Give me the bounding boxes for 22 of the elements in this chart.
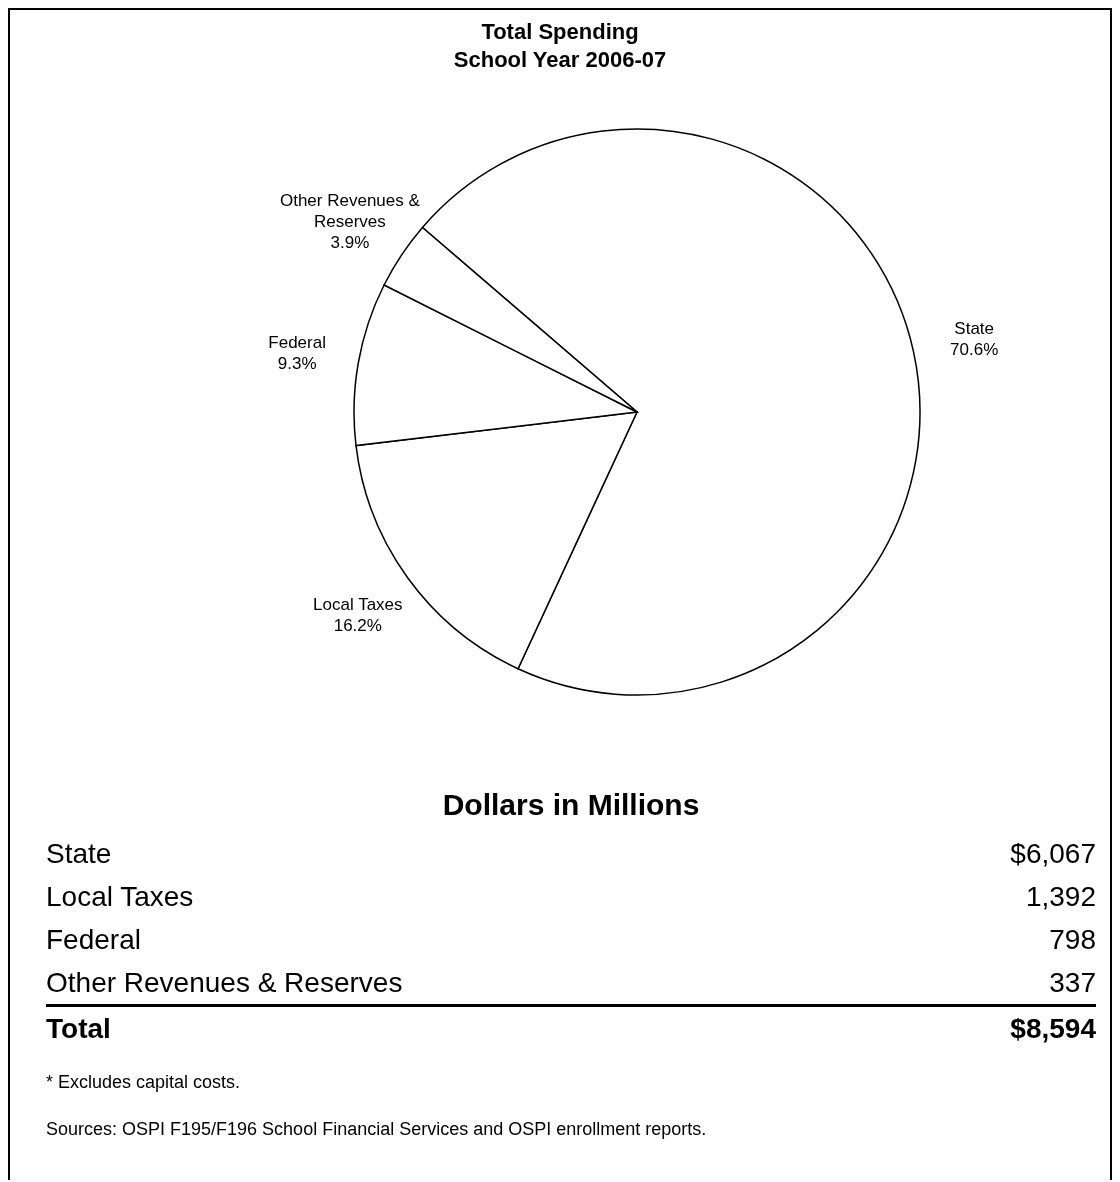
text: * Excludes capital costs. — [46, 1072, 242, 1093]
category-label: State — [46, 837, 112, 869]
slice-label: State — [954, 319, 995, 339]
text: Dollars in Millions — [441, 788, 701, 823]
category-label: Other Revenues & Reserves — [46, 966, 403, 998]
text: 1,392 — [1025, 880, 1096, 913]
chart-title: Total Spending School Year 2006-07 — [452, 18, 668, 74]
slice-label: Federal — [268, 333, 326, 353]
category-label: Federal — [46, 923, 141, 955]
text: 798 — [1049, 923, 1096, 956]
category-label: Local Taxes — [46, 880, 194, 912]
text: 337 — [1049, 966, 1096, 999]
data-label: 70.6% — [950, 340, 999, 360]
data-label: 3.9% — [330, 232, 370, 252]
text: $8,594 — [1010, 1012, 1096, 1044]
data-label: 16.2% — [333, 616, 382, 636]
data-label: 9.3% — [277, 354, 317, 374]
slice-label: Local Taxes — [313, 595, 403, 615]
slice-label: Other Revenues & Reserves — [279, 190, 421, 231]
text: Total — [46, 1012, 111, 1045]
text: $6,067 — [1010, 837, 1096, 870]
source-note: Sources: OSPI F195/F196 School Financial Services and OSPI enrollment reports. — [46, 1119, 708, 1140]
